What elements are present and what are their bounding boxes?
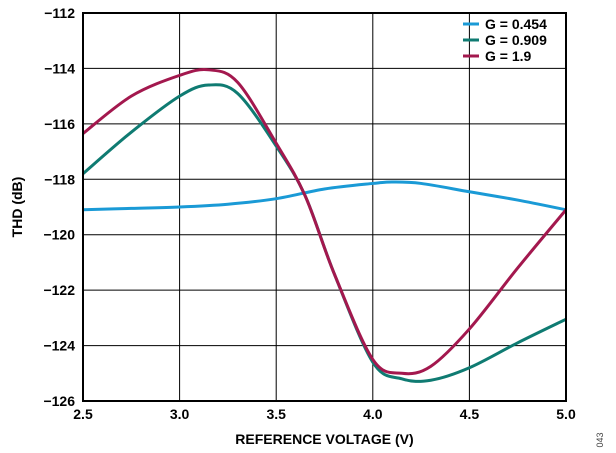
y-tick-label: −118	[44, 171, 75, 187]
x-axis-title: REFERENCE VOLTAGE (V)	[235, 431, 413, 447]
x-tick-label: 2.5	[73, 406, 93, 422]
x-tick-label: 3.0	[170, 406, 190, 422]
legend-label: G = 1.9	[485, 48, 532, 64]
y-tick-label: −114	[44, 60, 75, 76]
y-axis-title: THD (dB)	[9, 177, 25, 238]
tick-labels: 2.5 3.0 3.5 4.0 4.5 5.0 −126 −124 −122 −120 −118 −1…	[43, 5, 575, 422]
series-line-2	[83, 83, 566, 383]
series-line-3	[83, 68, 566, 376]
series-layer	[83, 68, 566, 383]
x-tick-label: 5.0	[556, 406, 576, 422]
y-tick-label: −120	[43, 227, 75, 243]
figure-id: 043	[595, 432, 605, 447]
plot-frame	[82, 12, 567, 402]
y-tick-label: −112	[44, 5, 75, 21]
x-tick-label: 3.5	[266, 406, 286, 422]
y-tick-label: −124	[43, 338, 75, 354]
series-line-1	[83, 180, 566, 212]
y-tick-label: −126	[43, 393, 75, 409]
y-tick-label: −116	[44, 116, 75, 132]
legend-label: G = 0.454	[485, 16, 547, 32]
x-tick-label: 4.5	[460, 406, 480, 422]
legend-label: G = 0.909	[485, 32, 547, 48]
x-tick-label: 4.0	[363, 406, 383, 422]
y-tick-label: −122	[43, 282, 75, 298]
